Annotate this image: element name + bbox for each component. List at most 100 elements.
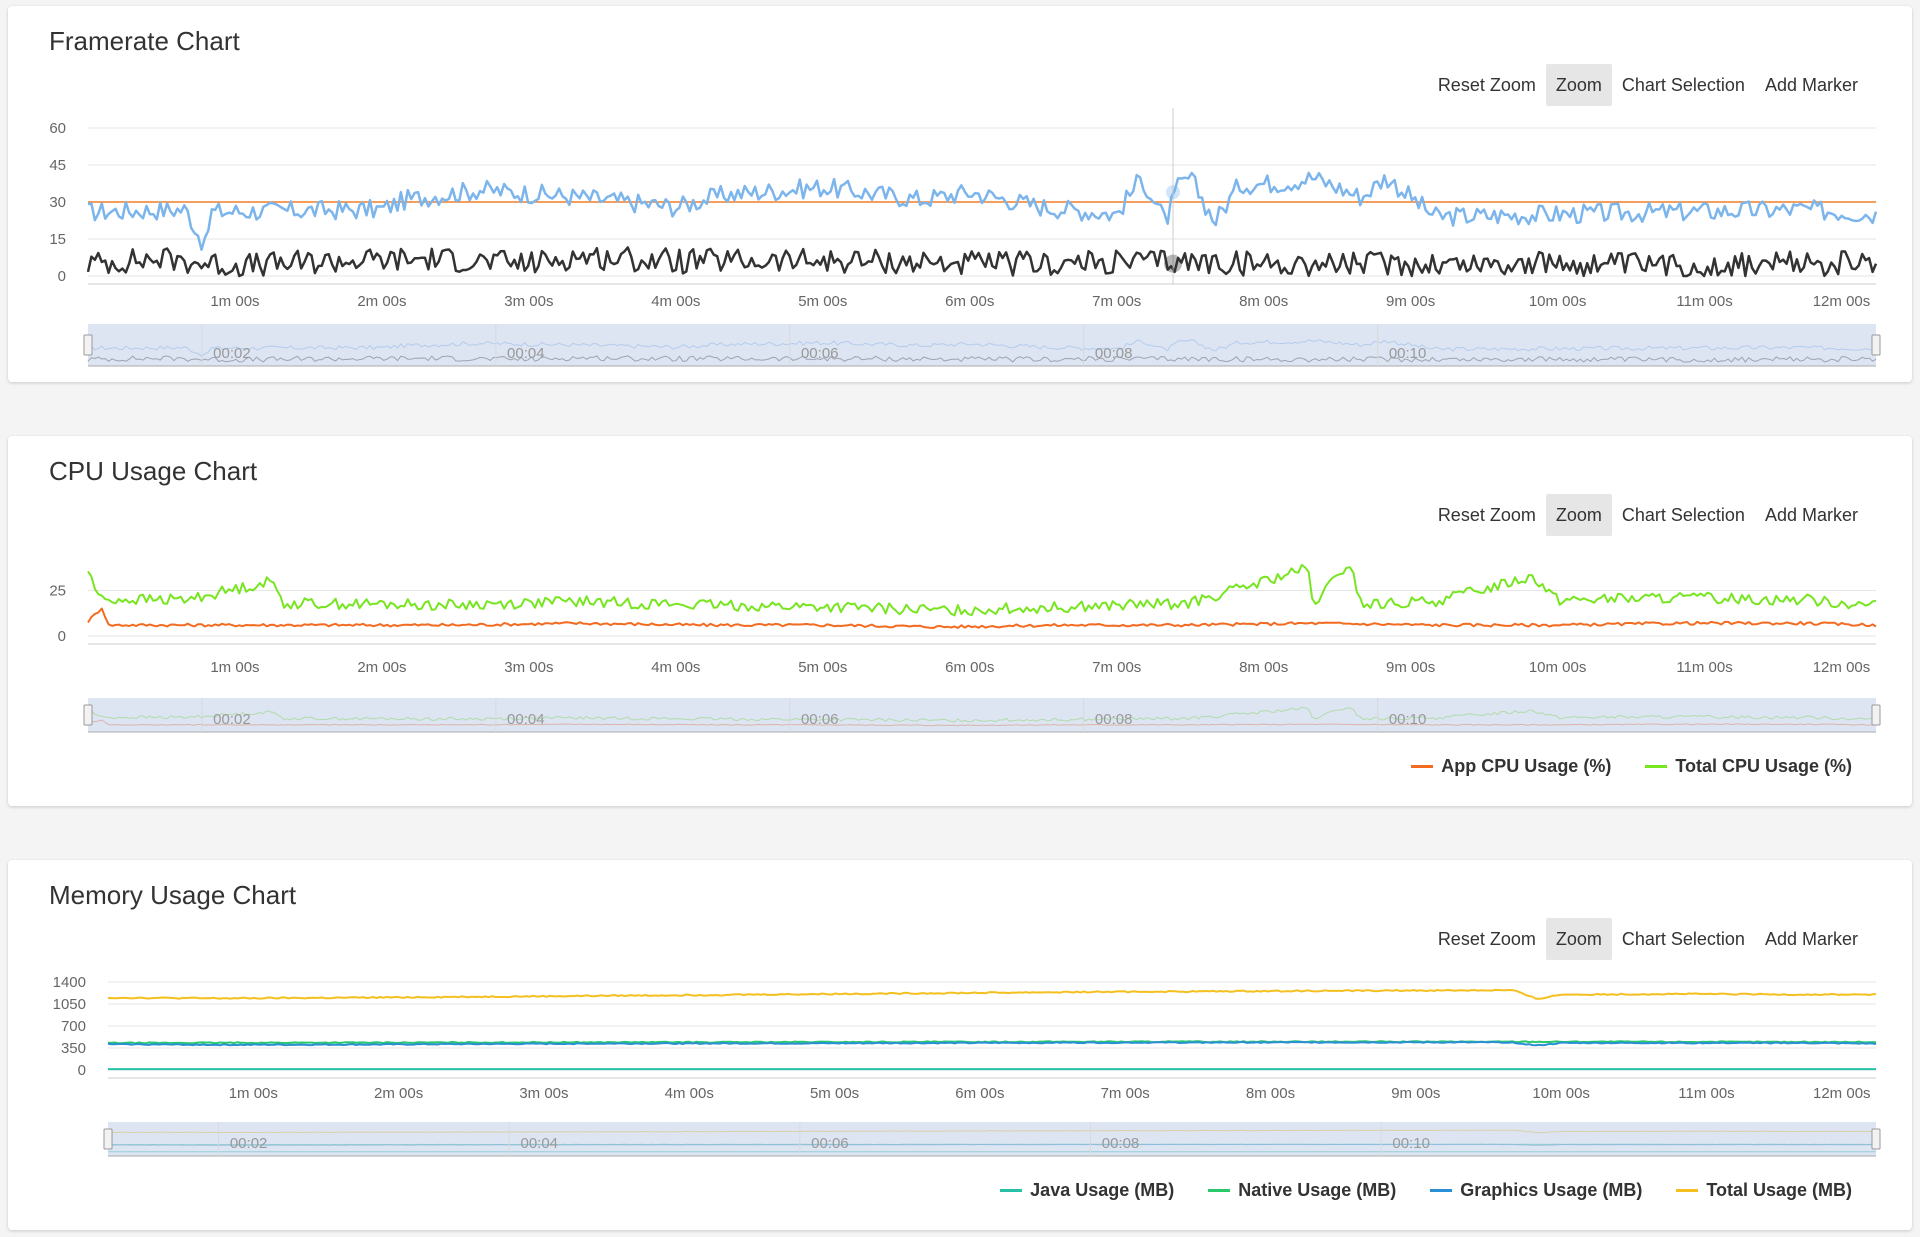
x-tick-label: 6m 00s: [945, 659, 994, 676]
cpu-title: CPU Usage Chart: [49, 456, 258, 486]
x-tick-label: 2m 00s: [374, 1085, 423, 1102]
legend-item[interactable]: App CPU Usage (%): [1411, 756, 1611, 777]
x-tick-label: 8m 00s: [1239, 659, 1288, 676]
add-marker-button[interactable]: Add Marker: [1764, 75, 1858, 95]
navigator-label: 00:02: [213, 711, 251, 728]
navigator-label: 00:10: [1389, 711, 1427, 728]
navigator-label: 00:06: [811, 1135, 849, 1152]
legend-swatch: [1645, 765, 1668, 768]
x-tick-label: 12m 00s: [1813, 1085, 1871, 1102]
legend-swatch: [1000, 1189, 1023, 1192]
legend-item[interactable]: Total CPU Usage (%): [1645, 756, 1852, 777]
x-tick-label: 7m 00s: [1101, 1085, 1150, 1102]
x-tick-label: 3m 00s: [504, 659, 553, 676]
x-tick-label: 8m 00s: [1246, 1085, 1295, 1102]
navigator-label: 00:08: [1102, 1135, 1140, 1152]
zoom-button[interactable]: Zoom: [1545, 64, 1612, 106]
navigator-mask[interactable]: [88, 324, 1876, 366]
legend-label: Total CPU Usage (%): [1675, 756, 1852, 776]
navigator-handle-icon-right[interactable]: [1871, 334, 1881, 356]
memory-panel: Memory Usage Chart Reset Zoom Zoom Chart…: [8, 860, 1912, 1230]
x-tick-label: 9m 00s: [1391, 1085, 1440, 1102]
legend-item[interactable]: Total Usage (MB): [1676, 1180, 1852, 1201]
chart-selection-button[interactable]: Chart Selection: [1621, 505, 1745, 525]
legend-item[interactable]: Native Usage (MB): [1208, 1180, 1396, 1201]
x-tick-label: 10m 00s: [1529, 659, 1587, 676]
x-tick-label: 2m 00s: [357, 293, 406, 310]
x-tick-label: 9m 00s: [1386, 659, 1435, 676]
x-tick-label: 5m 00s: [798, 659, 847, 676]
reset-zoom-button[interactable]: Reset Zoom: [1437, 929, 1536, 949]
y-tick-label: 0: [58, 268, 66, 285]
add-marker-button[interactable]: Add Marker: [1764, 505, 1858, 525]
y-tick-label: 30: [49, 194, 66, 211]
navigator-label: 00:06: [801, 711, 839, 728]
framerate-title: Framerate Chart: [49, 26, 240, 56]
cpu-toolbar: Reset Zoom Zoom Chart Selection Add Mark…: [1428, 494, 1868, 536]
x-tick-label: 6m 00s: [945, 293, 994, 310]
reset-zoom-button[interactable]: Reset Zoom: [1437, 75, 1536, 95]
y-tick-label: 60: [49, 120, 66, 137]
x-tick-label: 9m 00s: [1386, 293, 1435, 310]
crosshair-point-icon: [1164, 254, 1183, 273]
crosshair-marker-icon: [1166, 185, 1181, 200]
framerate-chart[interactable]: 0 15 30 45 60 1m 00s 2m 00s 3m 00s 4m 00s 5m 00s 6…: [8, 6, 1912, 382]
x-tick-label: 4m 00s: [651, 293, 700, 310]
framerate-panel: Framerate Chart Reset Zoom Zoom Chart Se…: [8, 6, 1912, 382]
legend-label: Graphics Usage (MB): [1460, 1180, 1643, 1200]
y-tick-label: 0: [58, 628, 66, 645]
cpu-chart[interactable]: 0 25 1m 00s 2m 00s 3m 00s 4m 00s 5m 00s 6m 00s 7…: [8, 436, 1912, 736]
chart-selection-button[interactable]: Chart Selection: [1621, 75, 1745, 95]
x-tick-label: 4m 00s: [665, 1085, 714, 1102]
legend-item[interactable]: Graphics Usage (MB): [1430, 1180, 1642, 1201]
navigator-label: 00:04: [507, 711, 545, 728]
y-tick-label: 25: [49, 582, 66, 599]
legend-label: Java Usage (MB): [1030, 1180, 1175, 1200]
chart-selection-button[interactable]: Chart Selection: [1621, 929, 1745, 949]
series-line-3: [107, 988, 1877, 1000]
x-tick-label: 3m 00s: [504, 293, 553, 310]
series-line-0: [87, 607, 1877, 629]
navigator-label: 00:02: [213, 345, 251, 362]
cpu-legend: App CPU Usage (%) Total CPU Usage (%): [1411, 756, 1852, 777]
navigator-handle-icon-right[interactable]: [1871, 1128, 1881, 1150]
x-tick-label: 8m 00s: [1239, 293, 1288, 310]
legend-label: Total Usage (MB): [1706, 1180, 1852, 1200]
legend-item[interactable]: Java Usage (MB): [1000, 1180, 1174, 1201]
memory-chart[interactable]: 0 350 700 1050 1400 1m 00s 2m 00s 3m 00s 4m 00s 5…: [8, 860, 1912, 1160]
y-tick-label: 1400: [53, 974, 86, 991]
x-tick-label: 7m 00s: [1092, 293, 1141, 310]
navigator-mask[interactable]: [108, 1122, 1876, 1156]
legend-swatch: [1411, 765, 1434, 768]
navigator-handle-icon-left[interactable]: [103, 1128, 113, 1150]
x-tick-label: 11m 00s: [1678, 1085, 1734, 1102]
x-tick-label: 11m 00s: [1676, 659, 1732, 676]
navigator-handle-icon-left[interactable]: [83, 334, 93, 356]
navigator-label: 00:08: [1095, 711, 1133, 728]
series-line-1: [86, 246, 1878, 278]
memory-legend: Java Usage (MB) Native Usage (MB) Graphics…: [1000, 1180, 1852, 1201]
x-tick-label: 7m 00s: [1092, 659, 1141, 676]
legend-swatch: [1208, 1189, 1231, 1192]
x-tick-label: 3m 00s: [519, 1085, 568, 1102]
add-marker-button[interactable]: Add Marker: [1764, 929, 1858, 949]
x-tick-label: 12m 00s: [1813, 659, 1871, 676]
y-tick-label: 1050: [53, 996, 86, 1013]
navigator-label: 00:10: [1392, 1135, 1430, 1152]
legend-label: Native Usage (MB): [1238, 1180, 1397, 1200]
navigator-label: 00:08: [1095, 345, 1133, 362]
navigator-handle-icon-right[interactable]: [1871, 704, 1881, 726]
navigator-label: 00:06: [801, 345, 839, 362]
zoom-button[interactable]: Zoom: [1545, 918, 1612, 960]
x-tick-label: 2m 00s: [357, 659, 406, 676]
navigator-handle-icon-left[interactable]: [83, 704, 93, 726]
y-tick-label: 350: [61, 1040, 86, 1057]
zoom-button[interactable]: Zoom: [1545, 494, 1612, 536]
navigator-label: 00:04: [507, 345, 545, 362]
navigator-mask[interactable]: [88, 698, 1876, 732]
reset-zoom-button[interactable]: Reset Zoom: [1437, 505, 1536, 525]
x-tick-label: 10m 00s: [1529, 293, 1587, 310]
series-line-2: [107, 1040, 1877, 1047]
y-tick-label: 15: [49, 231, 66, 248]
memory-toolbar: Reset Zoom Zoom Chart Selection Add Mark…: [1428, 918, 1868, 960]
